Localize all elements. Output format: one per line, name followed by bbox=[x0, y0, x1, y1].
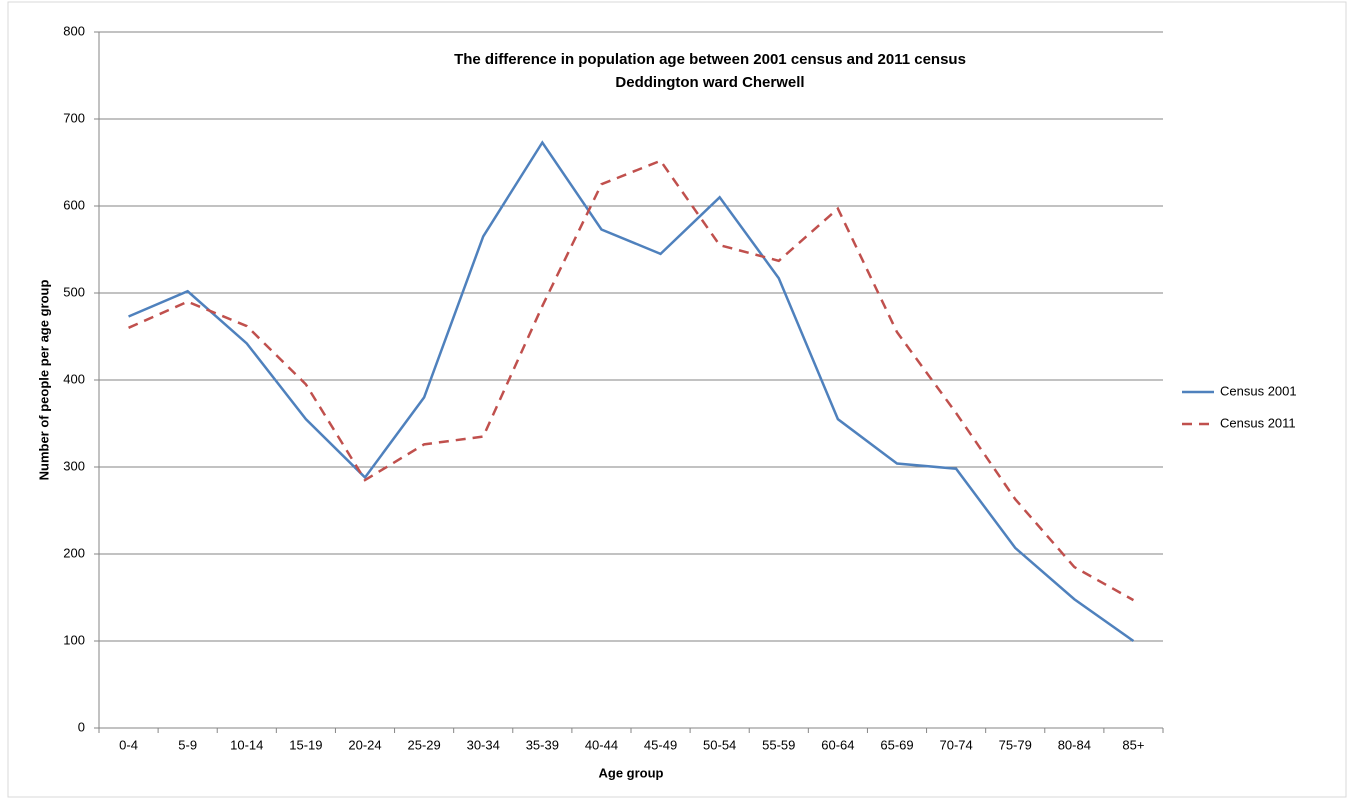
chart-border bbox=[7, 1, 1347, 798]
y-tick-label: 100 bbox=[63, 632, 85, 647]
x-tick-label: 65-69 bbox=[880, 737, 913, 752]
x-tick-label: 85+ bbox=[1122, 737, 1144, 752]
y-tick-label: 400 bbox=[63, 371, 85, 386]
y-tick-label: 700 bbox=[63, 110, 85, 125]
series-line bbox=[128, 140, 1135, 643]
y-tick-label: 0 bbox=[78, 719, 85, 734]
x-tick-label: 50-54 bbox=[703, 737, 736, 752]
x-tick-label: 75-79 bbox=[999, 737, 1032, 752]
y-tick-label: 300 bbox=[63, 458, 85, 473]
x-tick-label: 0-4 bbox=[119, 737, 138, 752]
legend-label: Census 2011 bbox=[1220, 415, 1296, 430]
y-tick-label: 500 bbox=[63, 284, 85, 299]
x-tick-label: 40-44 bbox=[585, 737, 618, 752]
x-tick-label: 20-24 bbox=[348, 737, 381, 752]
y-tick-label: 800 bbox=[63, 23, 85, 38]
y-tick-label: 200 bbox=[63, 545, 85, 560]
chart-title: The difference in population age between… bbox=[454, 51, 966, 68]
x-tick-label: 15-19 bbox=[289, 737, 322, 752]
y-axis-label: Number of people per age group bbox=[36, 280, 51, 481]
x-tick-label: 70-74 bbox=[939, 737, 972, 752]
x-tick-label: 25-29 bbox=[407, 737, 440, 752]
y-tick-label: 600 bbox=[63, 197, 85, 212]
x-tick-label: 35-39 bbox=[526, 737, 559, 752]
x-tick-label: 80-84 bbox=[1058, 737, 1091, 752]
x-tick-label: 30-34 bbox=[467, 737, 500, 752]
x-tick-label: 5-9 bbox=[178, 737, 197, 752]
chart-subtitle: Deddington ward Cherwell bbox=[615, 74, 804, 91]
x-axis-label: Age group bbox=[599, 765, 664, 780]
x-tick-label: 55-59 bbox=[762, 737, 795, 752]
x-tick-label: 60-64 bbox=[821, 737, 854, 752]
x-tick-label: 45-49 bbox=[644, 737, 677, 752]
x-tick-label: 10-14 bbox=[230, 737, 263, 752]
legend-label: Census 2001 bbox=[1220, 383, 1297, 398]
series-line bbox=[128, 159, 1135, 602]
